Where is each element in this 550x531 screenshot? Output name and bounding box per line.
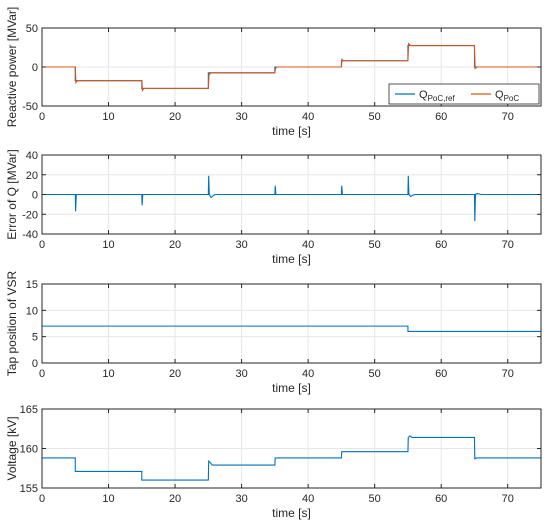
x-tick-label: 50 [369,368,381,380]
x-tick-label: 70 [502,239,514,251]
series-line-1 [42,435,541,481]
x-tick-label: 60 [435,239,447,251]
x-tick-label: 10 [102,239,114,251]
x-tick-label: 30 [235,368,247,380]
x-tick-label: 40 [302,111,314,123]
series-line-2 [42,42,541,93]
x-axis-label: time [s] [272,252,311,266]
y-tick-label: 15 [26,279,38,291]
x-tick-label: 0 [39,111,45,123]
legend-label-sub: PoC [504,94,520,103]
chart-panel-3: 0 10 20 30 40 50 60 70 0 5 10 15 time [s] Tap positio… [5,270,542,395]
y-tick-label: 20 [26,170,38,182]
x-tick-label: 10 [102,368,114,380]
x-tick-label: 40 [302,239,314,251]
x-tick-label: 60 [435,493,447,505]
y-axis-label: Error of Q [MVar] [5,149,19,239]
x-tick-label: 0 [39,493,45,505]
y-tick-label: 155 [20,483,38,495]
x-tick-label: 40 [302,493,314,505]
x-tick-label: 10 [102,111,114,123]
x-tick-label: 50 [369,111,381,123]
x-tick-label: 30 [235,111,247,123]
x-tick-label: 20 [169,368,181,380]
x-tick-label: 50 [369,239,381,251]
x-tick-label: 10 [102,493,114,505]
legend-label-main: Q [419,89,428,101]
y-tick-label: 0 [32,62,38,74]
x-tick-label: 20 [169,493,181,505]
x-axis-label: time [s] [272,124,311,138]
x-tick-label: 50 [369,493,381,505]
legend-entry-2: QPoC [495,89,519,103]
y-tick-label: 50 [26,23,38,35]
y-tick-label: 0 [32,190,38,202]
x-tick-label: 40 [302,368,314,380]
y-tick-label: 160 [20,444,38,456]
x-tick-label: 20 [169,111,181,123]
y-axis-label: Reactive power [MVar] [5,7,19,128]
legend-box [388,83,540,105]
x-tick-label: 0 [39,368,45,380]
legend: QPoC,ref QPoC [388,83,540,105]
x-tick-label: 30 [235,493,247,505]
x-axis-label: time [s] [272,381,311,395]
series-line-1 [42,175,541,222]
y-axis-label: Tap position of VSR [5,270,19,376]
axes-box [41,283,542,364]
plot-area [42,284,541,363]
x-tick-label: 0 [39,239,45,251]
y-tick-label: -40 [22,229,38,241]
y-tick-label: -20 [22,209,38,221]
chart-panel-4: 0 10 20 30 40 50 60 70 155 160 165 time [s] Voltage … [5,404,542,520]
x-tick-label: 30 [235,239,247,251]
legend-label-main: Q [495,89,504,101]
x-tick-label: 70 [502,493,514,505]
x-tick-label: 60 [435,368,447,380]
legend-entry-1: QPoC,ref [419,89,455,103]
x-tick-label: 70 [502,111,514,123]
y-tick-label: 5 [32,332,38,344]
x-tick-label: 70 [502,368,514,380]
y-tick-label: 10 [26,305,38,317]
y-tick-label: -50 [22,101,38,113]
legend-label-sub: PoC,ref [428,94,456,103]
y-tick-label: 0 [32,358,38,370]
y-axis-label: Voltage [kV] [5,416,19,480]
x-axis-label: time [s] [272,506,311,520]
x-tick-label: 20 [169,239,181,251]
series-line-1 [42,325,541,332]
x-tick-label: 60 [435,111,447,123]
y-tick-label: 40 [26,150,38,162]
y-tick-label: 165 [20,404,38,416]
